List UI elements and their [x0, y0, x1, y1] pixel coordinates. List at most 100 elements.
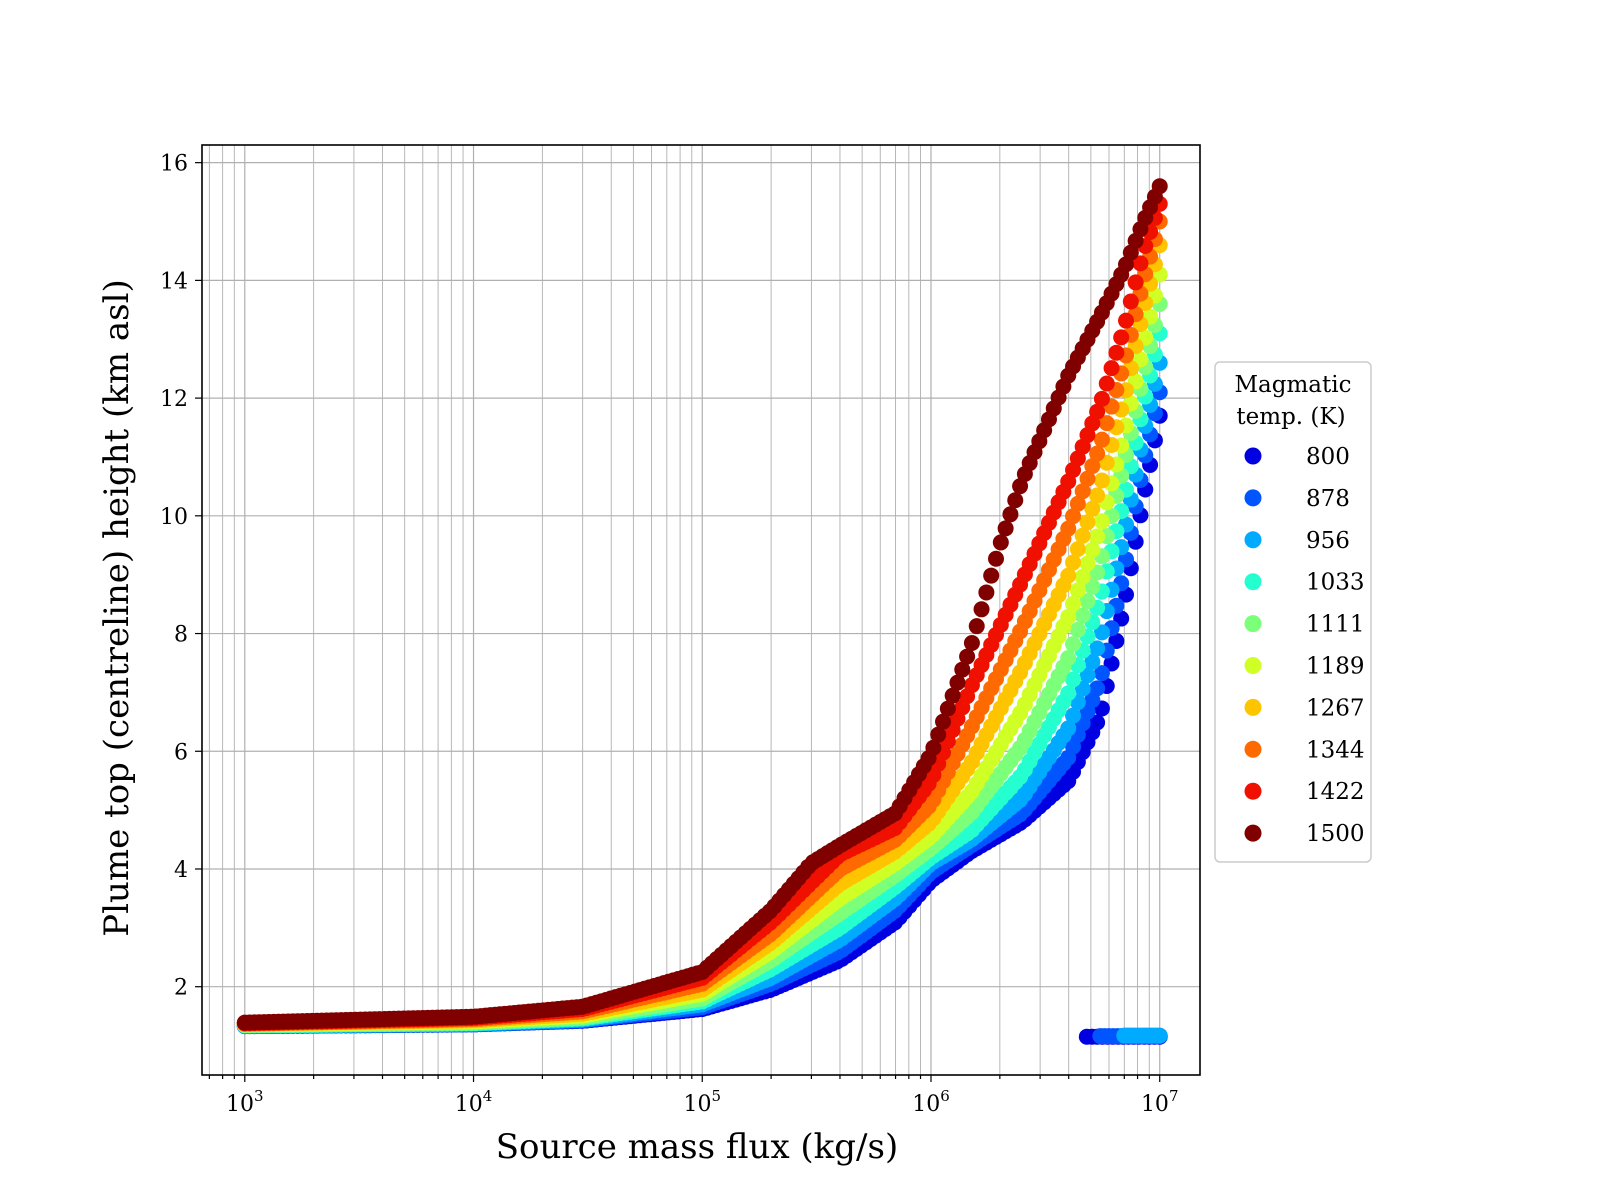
y-tick-label: 10 — [160, 505, 188, 530]
data-point — [973, 601, 990, 618]
x-tick-label: 105 — [683, 1087, 721, 1117]
x-tick-label: 103 — [226, 1087, 264, 1117]
data-point — [925, 739, 942, 756]
y-tick-label: 6 — [174, 740, 188, 765]
data-point — [1074, 568, 1091, 585]
data-point — [978, 584, 995, 601]
data-point — [1069, 621, 1086, 638]
data-point — [1098, 375, 1115, 392]
data-point — [997, 520, 1014, 537]
y-axis-label: Plume top (centreline) height (km asl) — [97, 279, 137, 937]
legend-title-line-2: temp. (K) — [1236, 404, 1345, 430]
data-point — [1103, 360, 1120, 377]
data-point — [1074, 607, 1091, 624]
y-tick-label: 4 — [174, 858, 188, 883]
data-point — [930, 726, 947, 743]
legend-marker-878 — [1244, 489, 1262, 507]
data-point — [1065, 671, 1082, 688]
data-point — [1093, 624, 1110, 641]
data-point — [1060, 685, 1077, 702]
data-point — [1093, 390, 1110, 407]
data-point — [1084, 653, 1101, 670]
data-point — [1093, 472, 1110, 489]
data-point — [1079, 514, 1096, 531]
legend-label-1422: 1422 — [1306, 779, 1365, 805]
y-tick-label: 16 — [160, 152, 188, 177]
data-point — [1089, 487, 1106, 504]
data-point — [1084, 542, 1101, 559]
axis-ticks: 2 4 6 8 10 12 14 16 103 104 105 106 107 — [160, 152, 1178, 1117]
data-point — [1074, 527, 1091, 544]
y-tick-label: 14 — [160, 269, 188, 294]
legend-label-1500: 1500 — [1306, 821, 1365, 847]
data-point — [1093, 431, 1110, 448]
data-point — [1007, 492, 1024, 509]
data-point — [939, 700, 956, 717]
legend-marker-1422 — [1244, 782, 1262, 800]
legend-label-1033: 1033 — [1306, 570, 1365, 596]
collapsed-point — [1151, 1027, 1168, 1044]
data-point — [954, 661, 971, 678]
legend-marker-1033 — [1244, 573, 1262, 591]
x-tick-label: 107 — [1141, 1087, 1179, 1117]
data-point — [1084, 578, 1101, 595]
data-point — [1089, 403, 1106, 420]
data-point — [1098, 415, 1115, 432]
data-points — [236, 178, 1168, 1045]
legend-label-1344: 1344 — [1306, 737, 1365, 763]
data-point — [1113, 329, 1130, 346]
data-point — [1089, 528, 1106, 545]
data-point — [1069, 541, 1086, 558]
y-tick-label: 8 — [174, 623, 188, 648]
data-point — [1089, 680, 1106, 697]
legend-marker-1189 — [1244, 657, 1262, 674]
legend-label-1189: 1189 — [1306, 654, 1365, 680]
data-point — [1084, 500, 1101, 517]
data-point — [1093, 513, 1110, 530]
x-tick-label: 104 — [455, 1087, 493, 1117]
data-point — [1108, 344, 1125, 361]
data-point — [1127, 274, 1144, 291]
data-point — [983, 567, 1000, 584]
data-point — [1060, 649, 1077, 666]
legend-label-878: 878 — [1306, 486, 1350, 512]
legend-marker-1500 — [1244, 824, 1262, 842]
data-point — [963, 635, 980, 652]
data-point — [1132, 255, 1149, 272]
x-tick-label: 106 — [912, 1087, 950, 1117]
data-point — [1065, 508, 1082, 525]
data-point — [1151, 178, 1168, 195]
legend-label-1267: 1267 — [1306, 695, 1365, 721]
data-point — [935, 713, 952, 730]
data-point — [1060, 567, 1077, 584]
legend-title-line-1: Magmatic — [1235, 372, 1352, 398]
legend-marker-800 — [1244, 447, 1262, 465]
legend-entries: 800 878 956 1033 1111 1189 1267 1344 1422 1500 — [1244, 444, 1365, 847]
data-point — [1089, 714, 1106, 731]
data-point — [1060, 720, 1077, 737]
data-point — [1060, 520, 1077, 537]
data-point — [968, 618, 985, 635]
data-point — [992, 534, 1009, 551]
data-point — [1069, 495, 1086, 512]
data-point — [1012, 478, 1029, 495]
data-point — [1079, 593, 1096, 610]
data-point — [1093, 665, 1110, 682]
data-point — [1079, 555, 1096, 572]
data-point — [1065, 595, 1082, 612]
legend-box — [1214, 361, 1372, 863]
data-point — [949, 674, 966, 691]
series-1500 — [236, 178, 1168, 1031]
plot-frame — [201, 144, 1201, 1076]
data-point — [959, 648, 976, 665]
data-point — [944, 687, 961, 704]
data-point — [1065, 636, 1082, 653]
data-point — [1074, 483, 1091, 500]
data-point — [1122, 293, 1139, 310]
data-point — [1118, 312, 1135, 329]
data-point — [1089, 640, 1106, 657]
y-tick-label: 12 — [160, 387, 188, 412]
data-point — [1079, 667, 1096, 684]
legend-label-800: 800 — [1306, 444, 1350, 470]
